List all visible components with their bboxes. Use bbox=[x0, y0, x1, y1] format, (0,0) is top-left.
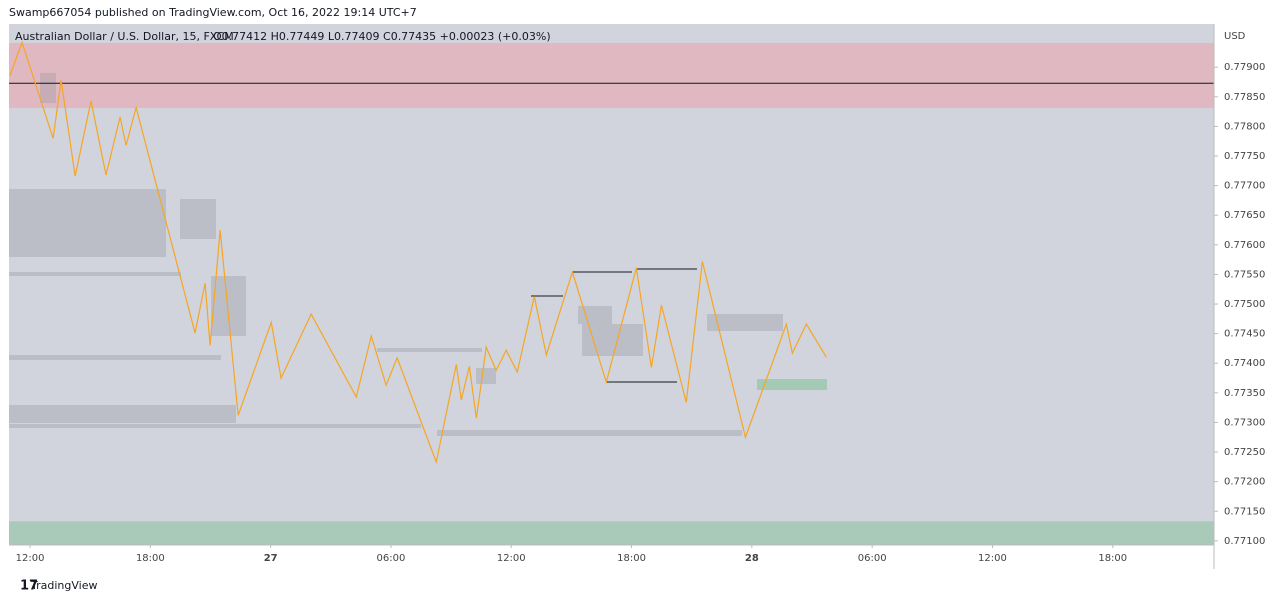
zone bbox=[9, 42, 1214, 109]
band bbox=[437, 430, 742, 436]
band bbox=[377, 348, 482, 352]
x-tick-label: 27 bbox=[264, 553, 278, 564]
publish-info: Swamp667054 published on TradingView.com… bbox=[9, 6, 417, 19]
y-tick-label: 0.77300 bbox=[1224, 417, 1265, 428]
box bbox=[757, 379, 827, 390]
y-tick-label: 0.77400 bbox=[1224, 358, 1265, 369]
box bbox=[40, 73, 56, 103]
box bbox=[9, 405, 236, 423]
x-tick-label: 12:00 bbox=[16, 553, 45, 564]
legend-ohlc: O0.77412 H0.77449 L0.77409 C0.77435 +0.0… bbox=[213, 30, 551, 43]
y-tick-label: 0.77100 bbox=[1224, 536, 1265, 547]
x-tick-label: 18:00 bbox=[1098, 553, 1127, 564]
y-tick-label: 0.77600 bbox=[1224, 240, 1265, 251]
y-tick-label: 0.77850 bbox=[1224, 92, 1265, 103]
y-tick-label: 0.77550 bbox=[1224, 269, 1265, 280]
box bbox=[707, 314, 783, 331]
band bbox=[9, 424, 421, 428]
plot-area bbox=[9, 24, 1214, 545]
y-tick-label: 0.77350 bbox=[1224, 388, 1265, 399]
y-tick-label: 0.77750 bbox=[1224, 151, 1265, 162]
swing-lines bbox=[531, 268, 697, 383]
x-tick-label: 06:00 bbox=[858, 553, 887, 564]
y-tick-label: 0.77150 bbox=[1224, 506, 1265, 517]
x-tick-label: 18:00 bbox=[617, 553, 646, 564]
x-tick-label: 06:00 bbox=[377, 553, 406, 564]
box bbox=[476, 368, 496, 384]
logo-mark: 17 bbox=[20, 579, 38, 594]
y-axis-unit: USD bbox=[1224, 31, 1246, 42]
y-tick-label: 0.77200 bbox=[1224, 477, 1265, 488]
x-tick-label: 12:00 bbox=[978, 553, 1007, 564]
y-tick-label: 0.77800 bbox=[1224, 121, 1265, 132]
box bbox=[582, 324, 643, 356]
drawings bbox=[9, 73, 827, 436]
x-tick-label: 28 bbox=[745, 553, 759, 564]
band bbox=[9, 272, 181, 276]
band bbox=[9, 355, 221, 360]
footer: TradingView bbox=[30, 579, 97, 592]
y-tick-label: 0.77650 bbox=[1224, 210, 1265, 221]
box bbox=[9, 189, 166, 257]
y-tick-label: 0.77500 bbox=[1224, 299, 1265, 310]
y-tick-label: 0.77900 bbox=[1224, 62, 1265, 73]
price-line bbox=[9, 40, 827, 465]
y-tick-label: 0.77700 bbox=[1224, 181, 1265, 192]
box bbox=[180, 199, 216, 239]
zone bbox=[9, 521, 1214, 545]
x-tick-label: 18:00 bbox=[136, 553, 165, 564]
y-tick-label: 0.77250 bbox=[1224, 447, 1265, 458]
y-tick-label: 0.77450 bbox=[1224, 329, 1265, 340]
legend-symbol: Australian Dollar / U.S. Dollar, 15, FXC… bbox=[15, 30, 234, 43]
box bbox=[211, 276, 246, 336]
x-tick-label: 12:00 bbox=[497, 553, 526, 564]
